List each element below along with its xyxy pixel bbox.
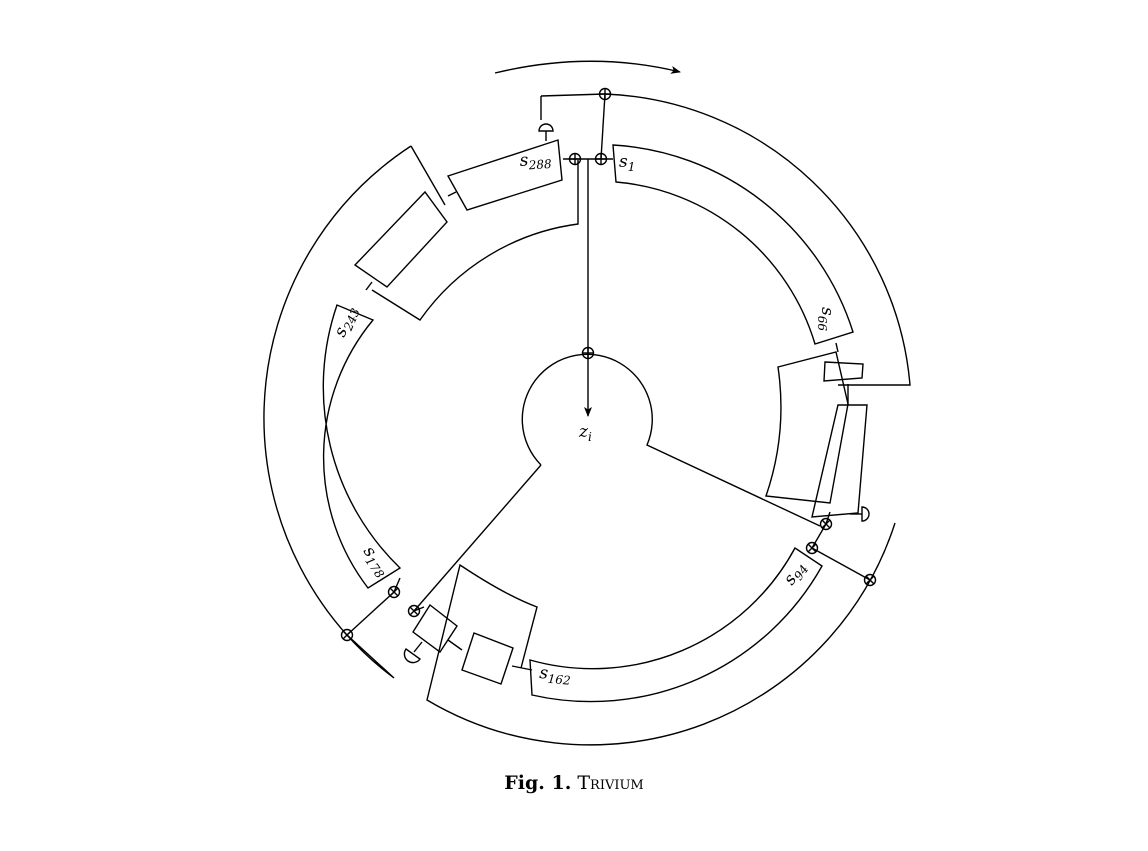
rotation-arrow	[494, 60, 681, 74]
and-gate-box-a	[823, 361, 864, 382]
register-c-inner-arc	[371, 160, 579, 321]
register-a-feedback-loop	[604, 93, 911, 386]
register-a-s70-s93	[811, 404, 868, 518]
register-a-s1-s66	[612, 144, 854, 345]
register-c-s244-s288-mid	[353, 190, 448, 288]
figure-caption: Fig. 1. Trivium	[0, 772, 1148, 794]
register-b-feedback-loop	[426, 522, 896, 746]
register-b-s163-s177	[765, 351, 849, 504]
register-c-feedback-loop	[263, 145, 446, 679]
and-gate-box-c	[412, 603, 458, 654]
xor-node-output	[581, 346, 595, 360]
label-s94: s94	[780, 558, 812, 590]
xor-node-s1	[594, 152, 608, 166]
xor-node-left-2	[407, 604, 421, 618]
xor-node-top-feedback	[598, 87, 612, 101]
label-s288: s288	[519, 149, 552, 173]
and-gate-symbol-right	[850, 506, 870, 522]
xor-node-s288	[568, 152, 582, 166]
xor-node-right-3	[863, 573, 877, 587]
register-c-s244-s288-upper	[446, 139, 563, 211]
and-gate-symbol-left	[403, 641, 423, 664]
xor-node-right-2	[805, 541, 819, 555]
output-loop	[521, 353, 821, 527]
label-s162: s162	[538, 663, 571, 688]
label-s66: s66	[815, 307, 837, 331]
register-b-s94-s162	[529, 546, 823, 703]
and-gate-symbol-top	[538, 93, 606, 141]
caption-number: Fig. 1.	[504, 772, 572, 794]
label-s1: s1	[619, 152, 635, 174]
caption-title: Trivium	[577, 772, 644, 794]
label-output-zi: zi	[578, 422, 592, 444]
xor-node-left-1	[387, 585, 401, 599]
xor-node-right-1	[819, 517, 833, 531]
xor-node-left-3	[340, 628, 354, 642]
register-c-s178-s243	[322, 304, 402, 589]
register-b-small-box	[461, 632, 514, 685]
